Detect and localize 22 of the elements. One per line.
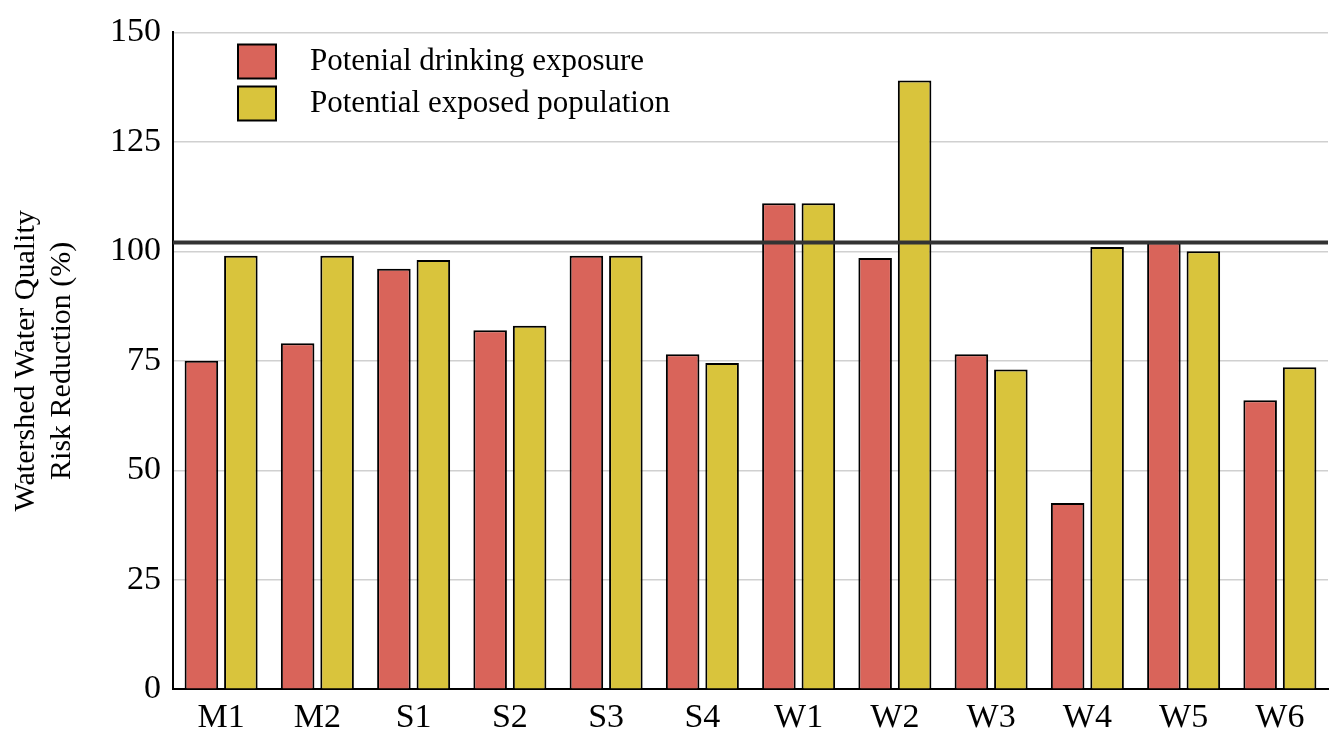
x-tick-label: S3 <box>588 696 625 734</box>
y-tick-label: 125 <box>110 120 161 158</box>
y-tick-label: 100 <box>110 230 161 268</box>
x-tick-label: M2 <box>293 696 341 734</box>
x-tick-label: W4 <box>1062 696 1112 734</box>
legend-label: Potenial drinking exposure <box>310 41 645 77</box>
x-tick-label: S4 <box>684 696 721 734</box>
x-tick-label: S2 <box>491 696 528 734</box>
x-tick-label: W5 <box>1159 696 1209 734</box>
x-tick-label: S1 <box>395 696 432 734</box>
y-tick-label: 50 <box>127 449 161 487</box>
x-tick-label: W2 <box>870 696 920 734</box>
x-tick-label: W3 <box>966 696 1016 734</box>
x-tick-label: W1 <box>774 696 824 734</box>
y-tick-label: 75 <box>127 339 161 377</box>
y-tick-label: 0 <box>144 668 161 706</box>
x-tick-label: W6 <box>1255 696 1305 734</box>
legend-label: Potential exposed population <box>310 83 671 119</box>
y-axis-title: Watershed Water Quality Risk Reduction (%) <box>6 210 77 512</box>
y-tick-label: 150 <box>110 11 161 49</box>
x-tick-label: M1 <box>197 696 245 734</box>
y-tick-label: 25 <box>127 558 161 596</box>
